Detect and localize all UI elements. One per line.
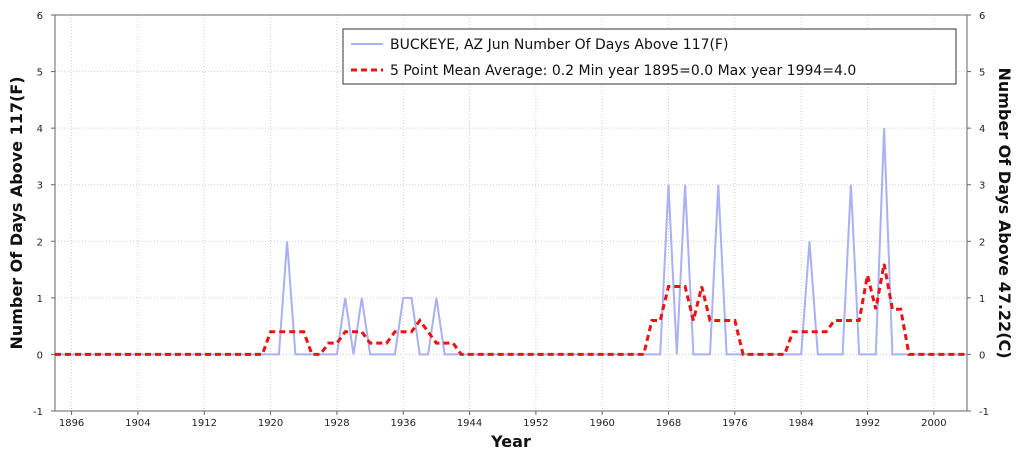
x-tick-label: 1896: [59, 418, 84, 429]
plot-frame: [54, 14, 968, 412]
y-tick-label-left: 5: [37, 68, 43, 79]
x-tick-label: 1976: [722, 418, 747, 429]
y-tick-label-left: -1: [33, 407, 43, 418]
y-tick-label-right: 1: [979, 294, 985, 305]
x-tick-label: 1928: [324, 418, 349, 429]
series-line-days: [55, 128, 967, 356]
y-tick-label-left: 0: [37, 350, 43, 361]
y-tick-label-right: -1: [979, 407, 989, 418]
y-tick-label-right: 5: [979, 68, 985, 79]
x-axis-title: Year: [490, 432, 531, 451]
y-tick-label-right: 3: [979, 181, 985, 192]
y-tick-label-right: 4: [979, 124, 985, 135]
ticks-layer: 1896 1904 1912 1920 1928 1936 1944 1952 1960 1968…: [33, 11, 989, 429]
y-tick-label-left: 2: [37, 237, 43, 248]
y-tick-label-left: 4: [37, 124, 43, 135]
series-layer: [55, 128, 967, 356]
y-axis-title-left: Number Of Days Above 117(F): [7, 76, 26, 349]
x-tick-label: 1984: [788, 418, 813, 429]
y-tick-label-left: 1: [37, 294, 43, 305]
legend: BUCKEYE, AZ Jun Number Of Days Above 117…: [342, 28, 957, 85]
x-tick-label: 2000: [921, 418, 946, 429]
x-tick-label: 1952: [523, 418, 548, 429]
legend-box: [342, 28, 957, 85]
x-tick-label: 1936: [390, 418, 415, 429]
y-tick-label-right: 2: [979, 237, 985, 248]
legend-label-series: BUCKEYE, AZ Jun Number Of Days Above 117…: [390, 37, 728, 53]
legend-label-mean: 5 Point Mean Average: 0.2 Min year 1895=…: [390, 63, 856, 79]
x-tick-label: 1960: [589, 418, 614, 429]
y-tick-label-right: 6: [979, 11, 985, 22]
x-tick-label: 1992: [855, 418, 880, 429]
y-tick-label-left: 3: [37, 181, 43, 192]
x-tick-label: 1904: [125, 418, 150, 429]
x-tick-label: 1920: [258, 418, 283, 429]
series-line-mean: [55, 263, 967, 356]
y-tick-label-left: 6: [37, 11, 43, 22]
y-axis-title-right: Number Of Days Above 47.22(C): [995, 67, 1014, 358]
x-tick-label: 1944: [457, 418, 482, 429]
y-tick-label-right: 0: [979, 350, 985, 361]
x-tick-label: 1968: [656, 418, 681, 429]
x-tick-label: 1912: [192, 418, 217, 429]
